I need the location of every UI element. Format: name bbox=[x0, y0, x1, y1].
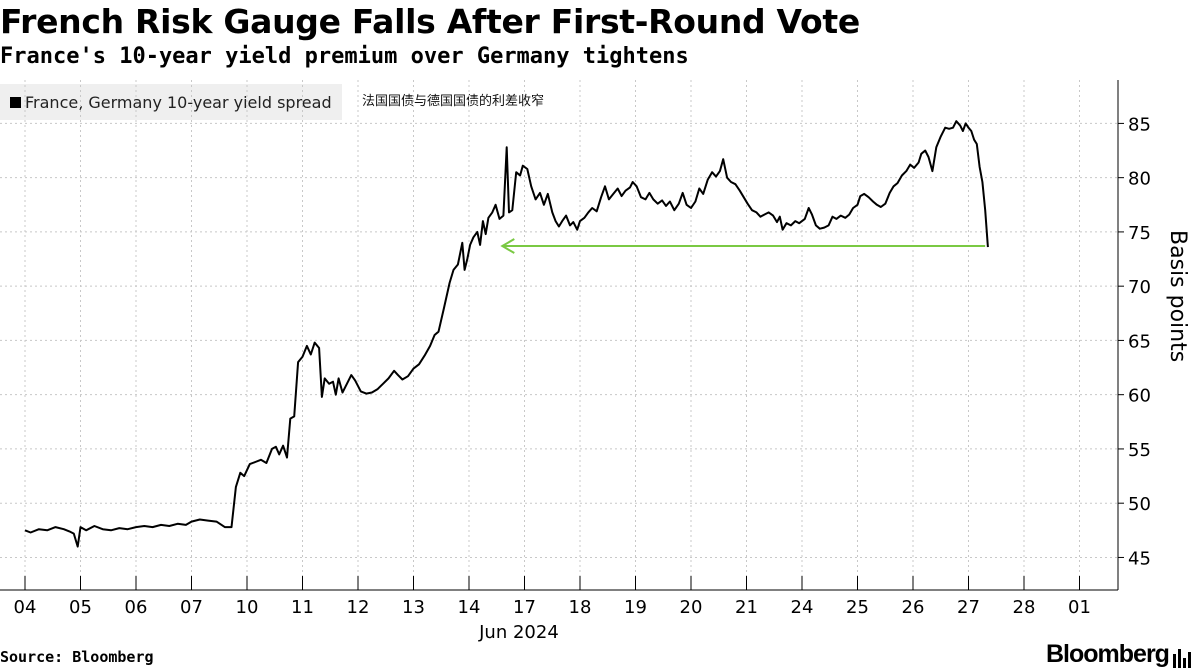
series-line bbox=[24, 120, 989, 548]
x-tick-label: 01 bbox=[1068, 597, 1091, 618]
x-tick-label: 06 bbox=[125, 597, 148, 618]
tick-labels: 45 50 55 60 65 70 75 80 85 04 05 06 07 10 11 12 13 14 17 18… bbox=[14, 114, 1151, 643]
x-tick-label: 18 bbox=[569, 597, 592, 618]
x-tick-label: 19 bbox=[624, 597, 647, 618]
x-tick-label: 27 bbox=[957, 597, 980, 618]
x-tick-label: 04 bbox=[14, 597, 37, 618]
annotation-arrow-layer bbox=[500, 238, 986, 254]
legend-swatch bbox=[10, 96, 21, 108]
arrow-head bbox=[500, 238, 515, 254]
chart-subtitle: France's 10-year yield premium over Germ… bbox=[0, 44, 689, 69]
x-tick-label: 13 bbox=[402, 597, 425, 618]
y-tick-label: 45 bbox=[1128, 548, 1151, 569]
x-tick-label: 11 bbox=[291, 597, 314, 618]
x-tick-label: 07 bbox=[180, 597, 203, 618]
x-tick-label: 21 bbox=[735, 597, 758, 618]
x-tick-label: 12 bbox=[347, 597, 370, 618]
source-note: Source: Bloomberg bbox=[0, 648, 154, 666]
x-tick-label: 05 bbox=[69, 597, 92, 618]
y-tick-label: 50 bbox=[1128, 494, 1151, 515]
grid-lines bbox=[0, 80, 1118, 590]
legend-label: France, Germany 10-year yield spread bbox=[25, 92, 332, 112]
y-tick-label: 75 bbox=[1128, 223, 1151, 244]
x-tick-label: 28 bbox=[1013, 597, 1036, 618]
brand-logo: Bloomberg bbox=[1046, 640, 1170, 668]
axes bbox=[0, 80, 1124, 591]
y-axis-label: Basis points bbox=[1165, 230, 1190, 363]
series-layer bbox=[24, 120, 989, 548]
y-tick-label: 60 bbox=[1128, 386, 1151, 407]
chart-title: French Risk Gauge Falls After First-Roun… bbox=[0, 2, 860, 41]
x-axis-month-label: Jun 2024 bbox=[478, 622, 559, 643]
y-tick-label: 85 bbox=[1128, 114, 1151, 135]
x-tick-label: 14 bbox=[458, 597, 481, 618]
x-tick-label: 24 bbox=[791, 597, 814, 618]
bar-chart-icon bbox=[1173, 649, 1191, 668]
x-tick-label: 17 bbox=[513, 597, 536, 618]
y-tick-label: 55 bbox=[1128, 440, 1151, 461]
x-tick-label: 26 bbox=[902, 597, 925, 618]
x-tick-label: 25 bbox=[846, 597, 869, 618]
x-tick-label: 10 bbox=[236, 597, 259, 618]
annotation-text: 法国国债与德国国债的利差收窄 bbox=[362, 94, 545, 109]
x-tick-label: 20 bbox=[680, 597, 703, 618]
legend: France, Germany 10-year yield spread bbox=[0, 84, 342, 120]
y-tick-label: 65 bbox=[1128, 331, 1151, 352]
y-tick-label: 70 bbox=[1128, 277, 1151, 298]
y-tick-label: 80 bbox=[1128, 169, 1151, 190]
